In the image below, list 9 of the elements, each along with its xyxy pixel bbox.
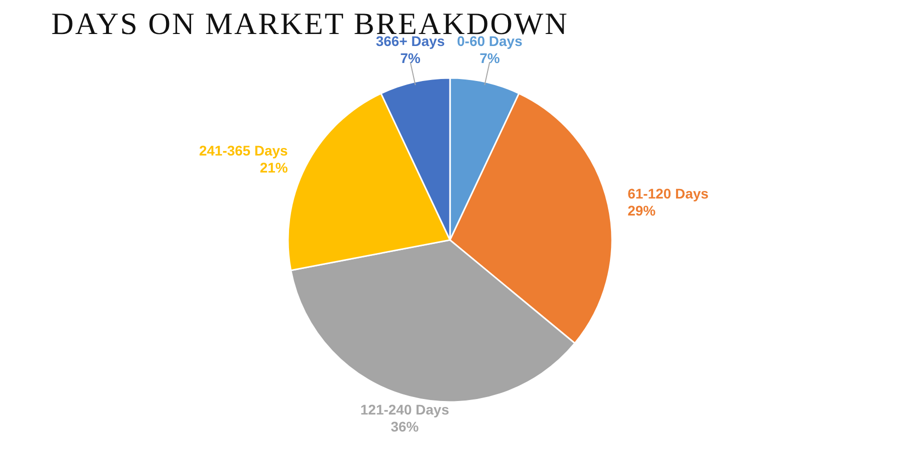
slice-label: 241-365 Days [199, 142, 288, 158]
slice-label: 366+ Days [376, 33, 445, 49]
data-label: 21% [260, 159, 288, 176]
slice-label: 61-120 Days [628, 185, 709, 202]
data-label: 36% [390, 418, 420, 434]
data-label: 7% [480, 50, 500, 66]
slice-label: 121-240 Days [360, 401, 450, 418]
data-label: 29% [628, 202, 656, 218]
data-label: 7% [400, 50, 421, 66]
